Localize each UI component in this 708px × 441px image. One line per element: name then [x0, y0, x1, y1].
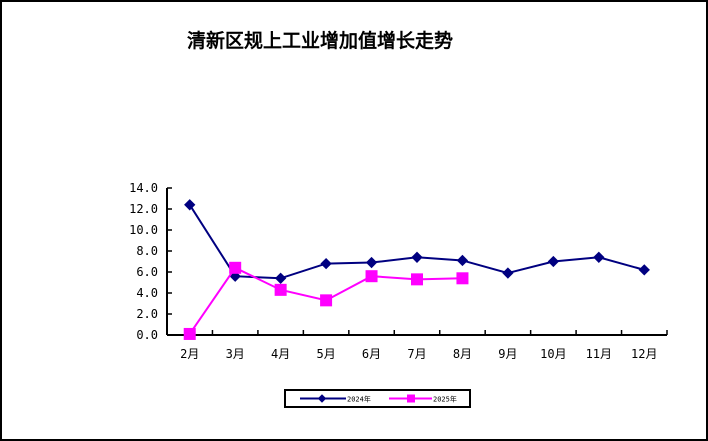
legend: 2024年 2025年 — [284, 389, 471, 408]
y-tick-label: 14.0 — [129, 181, 158, 195]
x-tick-label: 6月 — [362, 347, 381, 361]
x-tick-label: 5月 — [316, 347, 335, 361]
y-axis-ticks: 0.0 2.0 4.0 6.0 8.0 10.0 12.0 14.0 — [129, 181, 172, 342]
y-tick-label: 8.0 — [136, 244, 158, 258]
diamond-marker-icon — [456, 254, 469, 267]
legend-label-2024: 2024年 — [347, 395, 371, 404]
x-tick-label: 9月 — [498, 347, 517, 361]
x-tick-label: 12月 — [631, 347, 657, 361]
diamond-marker-icon — [638, 264, 650, 276]
diamond-marker-icon — [547, 255, 560, 268]
x-axis-ticks: 2月 3月 4月 5月 6月 7月 8月 9月 10月 11月 12月 — [166, 330, 668, 361]
diamond-marker-icon — [411, 251, 423, 263]
y-tick-label: 0.0 — [136, 328, 158, 342]
y-tick-label: 10.0 — [129, 223, 158, 237]
y-tick-label: 12.0 — [129, 202, 158, 216]
square-marker-icon — [229, 261, 242, 274]
diamond-marker-icon — [274, 272, 287, 284]
legend-item-2024: 2024年 — [300, 394, 371, 404]
x-tick-label: 7月 — [407, 347, 426, 361]
square-marker-icon — [411, 273, 423, 286]
x-tick-label: 3月 — [226, 347, 245, 361]
square-marker-icon — [183, 327, 196, 340]
series-2025年 — [183, 261, 469, 340]
legend-item-2025: 2025年 — [389, 394, 457, 404]
x-tick-label: 4月 — [271, 347, 290, 361]
x-tick-label: 2月 — [180, 347, 199, 361]
data-series — [183, 199, 650, 340]
square-marker-icon — [456, 272, 469, 285]
diamond-marker-icon — [317, 394, 327, 403]
y-tick-label: 6.0 — [136, 265, 158, 279]
chart-title: 清新区规上工业增加值增长走势 — [186, 30, 453, 52]
series-2024年 — [184, 199, 650, 284]
x-tick-label: 11月 — [586, 347, 612, 361]
diamond-marker-icon — [320, 257, 332, 270]
diamond-marker-icon — [593, 251, 605, 263]
diamond-marker-icon — [184, 199, 196, 211]
legend-label-2025: 2025年 — [433, 395, 457, 404]
x-tick-label: 10月 — [540, 347, 566, 361]
diamond-marker-icon — [502, 267, 514, 279]
y-tick-label: 4.0 — [136, 286, 158, 300]
square-marker-icon — [407, 394, 415, 403]
y-tick-label: 2.0 — [136, 307, 158, 321]
diamond-marker-icon — [365, 256, 378, 269]
square-marker-icon — [365, 270, 378, 283]
axes — [166, 188, 667, 336]
x-tick-label: 8月 — [453, 347, 472, 361]
square-marker-icon — [320, 294, 333, 307]
square-marker-icon — [274, 283, 287, 296]
